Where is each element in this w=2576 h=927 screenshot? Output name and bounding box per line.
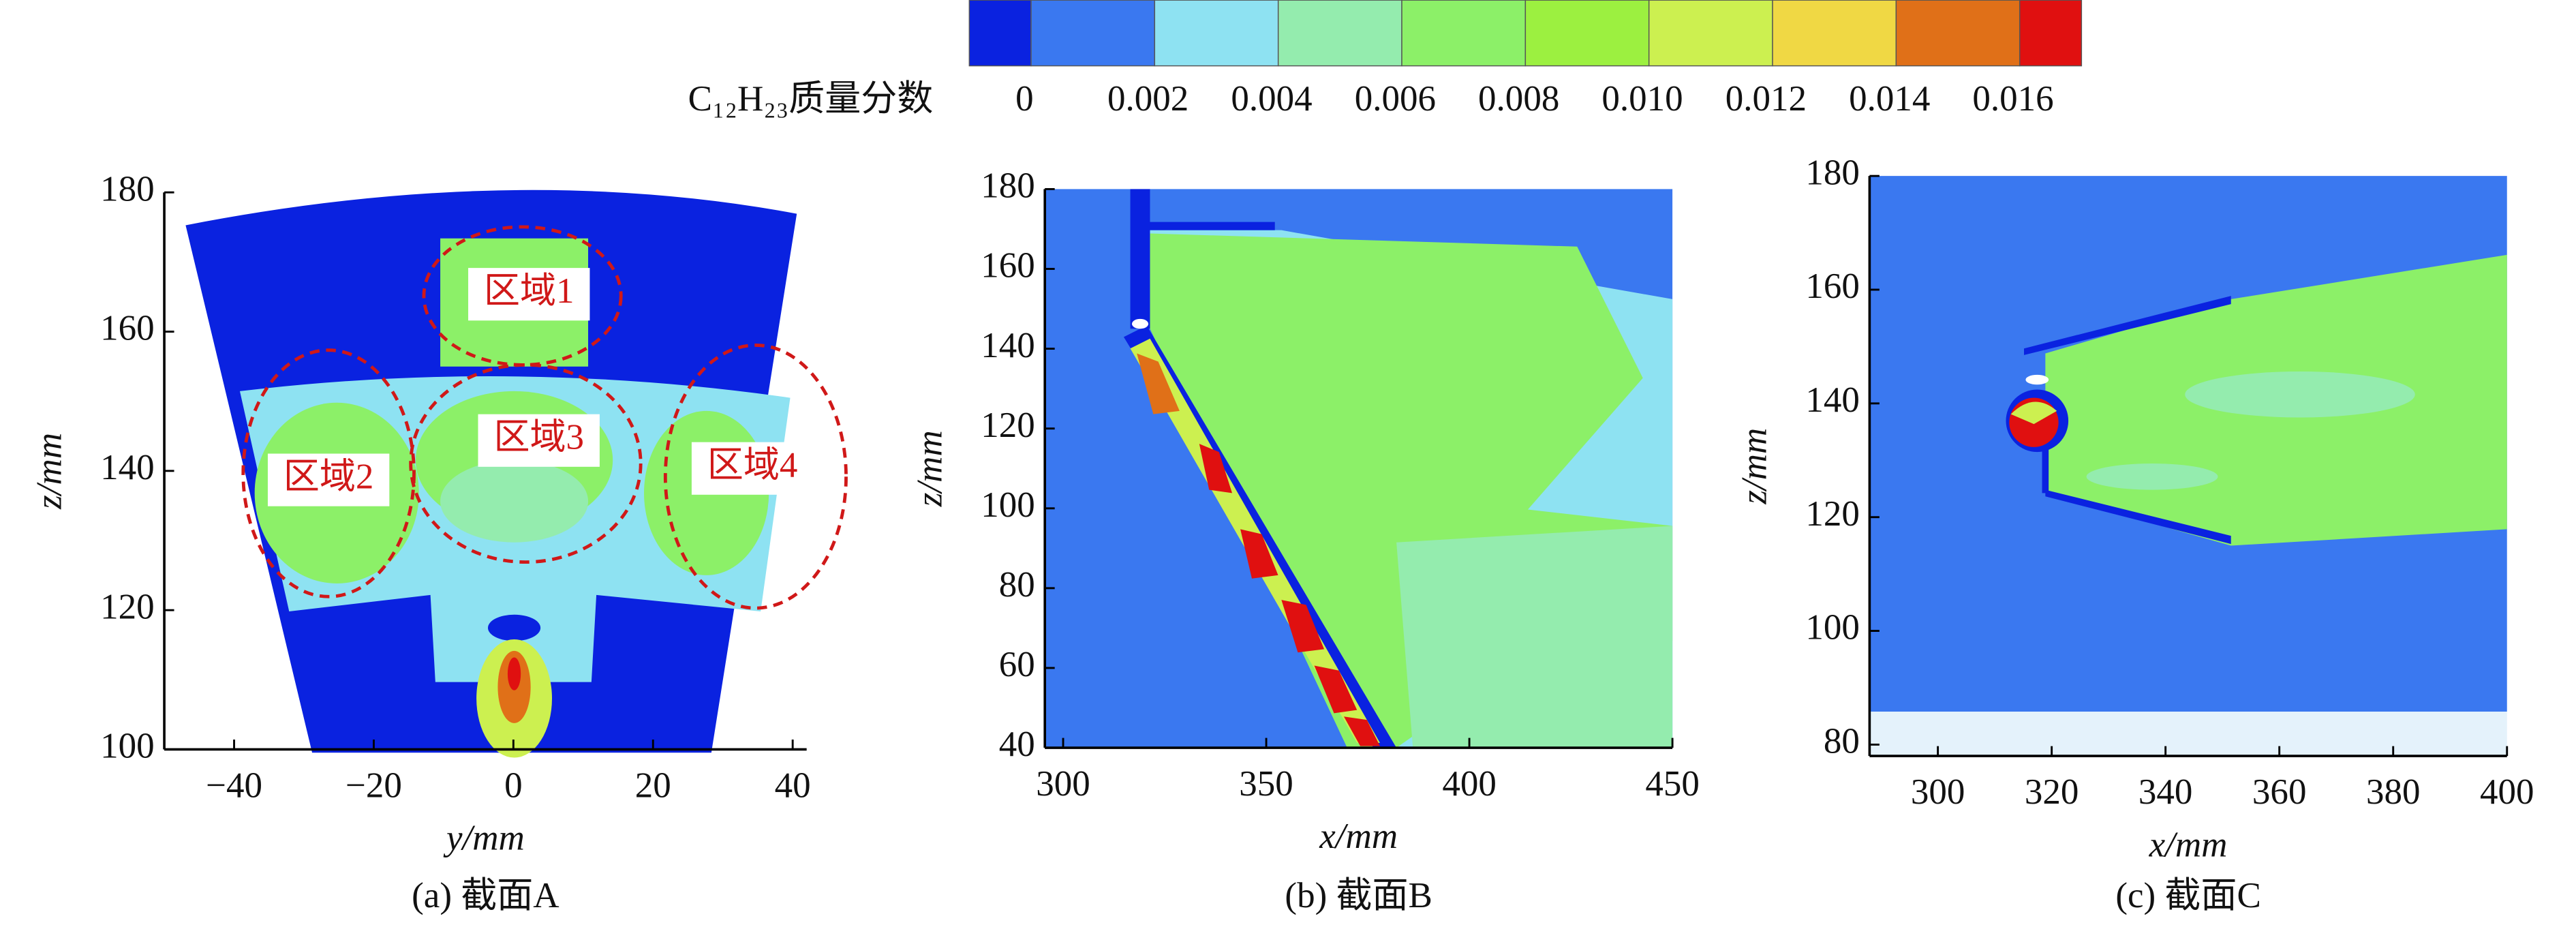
y-tick-label: 60 <box>999 645 1035 684</box>
x-tick-label: 450 <box>1645 764 1700 804</box>
x-tick-label: 380 <box>2366 772 2421 812</box>
y-tick-label: 180 <box>981 166 1035 206</box>
colorbar-tick-label: 0.016 <box>1972 79 2053 119</box>
contour-field-b <box>1045 189 1673 748</box>
y-tick-label: 120 <box>100 587 155 626</box>
colorbar-block <box>1772 0 1897 67</box>
x-axis-label: x/mm <box>1319 817 1398 856</box>
colorbar-tick-label: 0.012 <box>1726 79 1807 119</box>
y-axis-label: z/mm <box>1735 428 1775 505</box>
x-tick-label: 0 <box>504 765 523 805</box>
x-tick-label: 40 <box>775 765 811 805</box>
region-label-box <box>468 268 590 321</box>
x-axis-label: x/mm <box>2149 825 2228 864</box>
x-tick-label: 350 <box>1239 764 1293 804</box>
colorbar-block <box>1154 0 1279 67</box>
region-label: 区域4 <box>707 445 798 485</box>
x-tick-label: 20 <box>635 765 671 805</box>
colorbar-block <box>1401 0 1527 67</box>
colorbar-block <box>1030 0 1156 67</box>
panel-caption: (b) 截面B <box>1285 876 1432 915</box>
y-tick-label: 160 <box>100 309 155 348</box>
colorbar-block <box>968 0 1032 67</box>
colorbar-block <box>2019 0 2083 67</box>
y-tick-label: 40 <box>999 725 1035 764</box>
region-outlines <box>241 225 848 610</box>
colorbar-tick-label: 0 <box>1015 79 1034 119</box>
y-tick-label: 140 <box>1805 380 1860 420</box>
region-label: 区域1 <box>484 271 574 311</box>
y-tick-label: 80 <box>1824 722 1860 761</box>
panel-caption: (c) 截面C <box>2115 876 2261 915</box>
x-tick-label: −20 <box>346 765 402 805</box>
colorbar-block <box>1895 0 2021 67</box>
x-tick-label: 300 <box>1036 764 1090 804</box>
colorbar-tick-label: 0.010 <box>1601 79 1683 119</box>
region-label: 区域3 <box>493 417 584 457</box>
y-tick-label: 140 <box>100 448 155 487</box>
x-tick-label: 360 <box>2252 772 2307 812</box>
region-label-box <box>691 442 814 495</box>
x-tick-label: 340 <box>2138 772 2193 812</box>
y-tick-label: 100 <box>100 727 155 766</box>
y-tick-label: 100 <box>981 485 1035 525</box>
y-axis-label: z/mm <box>910 430 949 507</box>
y-tick-label: 80 <box>999 565 1035 605</box>
colorbar-block <box>1277 0 1402 67</box>
region-label-box <box>478 414 600 467</box>
x-tick-label: 400 <box>2480 772 2534 812</box>
contour-field-c <box>1869 176 2507 757</box>
y-tick-label: 160 <box>981 246 1035 286</box>
colorbar-tick-label: 0.006 <box>1355 79 1436 119</box>
y-tick-label: 180 <box>1805 153 1860 192</box>
y-tick-label: 160 <box>1805 267 1860 306</box>
x-axis-label: y/mm <box>443 819 525 858</box>
y-tick-label: 120 <box>981 406 1035 445</box>
y-axis-label: z/mm <box>29 433 69 510</box>
x-tick-label: −40 <box>206 765 262 805</box>
colorbar-block <box>1524 0 1650 67</box>
colorbar-tick-label: 0.014 <box>1849 79 1930 119</box>
region-label: 区域2 <box>283 457 374 496</box>
panel-caption: (a) 截面A <box>412 876 559 915</box>
y-tick-label: 140 <box>981 326 1035 365</box>
colorbar-tick-label: 0.004 <box>1231 79 1312 119</box>
x-tick-label: 300 <box>1911 772 1965 812</box>
colorbar-block <box>1648 0 1773 67</box>
y-tick-label: 120 <box>1805 494 1860 534</box>
x-tick-label: 320 <box>2025 772 2079 812</box>
region-label-box <box>267 453 390 506</box>
colorbar-tick-label: 0.002 <box>1107 79 1189 119</box>
colorbar-tick-label: 0.008 <box>1478 79 1559 119</box>
colorbar-label: C₁₂H₂₃质量分数 <box>688 79 934 119</box>
y-tick-label: 100 <box>1805 608 1860 648</box>
x-tick-label: 400 <box>1442 764 1497 804</box>
y-tick-label: 180 <box>100 169 155 209</box>
